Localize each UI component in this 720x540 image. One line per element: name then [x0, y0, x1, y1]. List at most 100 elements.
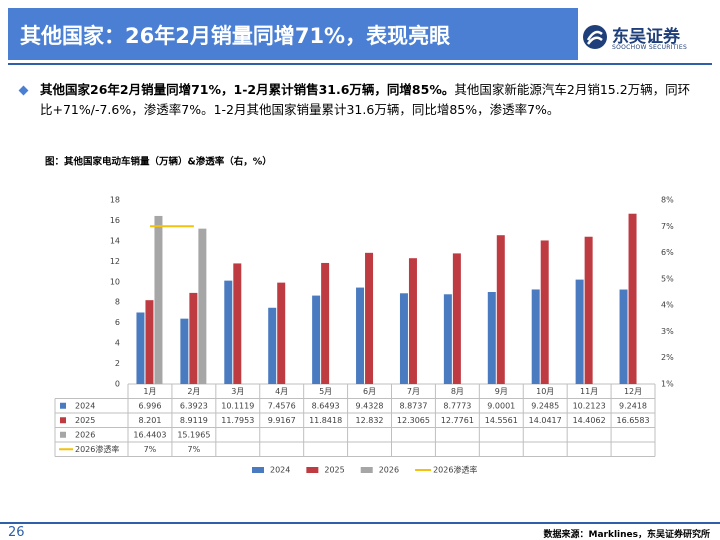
table-value: 15.1965	[177, 430, 210, 439]
logo-icon	[583, 25, 607, 49]
legend-swatch	[306, 467, 319, 473]
logo-subtext: SOOCHOW SECURITIES	[612, 44, 688, 51]
table-swatch	[60, 417, 66, 424]
table-value: 7%	[144, 445, 157, 454]
table-value: 14.4062	[573, 416, 606, 425]
table-value: 9.4328	[356, 401, 384, 410]
y2-tick-label: 7%	[661, 222, 674, 231]
x-tick-label: 11月	[580, 387, 598, 396]
table-value: 9.2485	[531, 401, 559, 410]
footer-rule	[0, 522, 720, 524]
header-bar: 其他国家：26年2月销量同增71%，表现亮眼	[8, 8, 578, 60]
y2-tick-label: 6%	[661, 248, 674, 257]
bar	[198, 228, 207, 384]
table-value: 11.8418	[309, 416, 342, 425]
y2-tick-label: 5%	[661, 274, 674, 283]
bar	[180, 318, 189, 384]
table-value: 9.0001	[487, 401, 515, 410]
bar	[356, 287, 365, 384]
logo-text: 东吴证券	[612, 27, 680, 47]
y-tick-label: 8	[115, 298, 120, 307]
x-tick-label: 12月	[624, 387, 642, 396]
bar	[531, 289, 540, 384]
y-tick-label: 16	[110, 216, 120, 225]
table-value: 8.8737	[399, 401, 427, 410]
bar	[365, 252, 374, 384]
bar	[487, 291, 496, 384]
table-value: 9.2418	[619, 401, 647, 410]
bar	[619, 289, 628, 384]
y-tick-label: 4	[115, 339, 120, 348]
legend-swatch	[252, 467, 264, 473]
table-series-name: 2024	[75, 401, 95, 410]
x-tick-label: 1月	[143, 387, 156, 396]
y-tick-label: 18	[110, 196, 120, 205]
table-value: 16.6583	[616, 416, 649, 425]
table-swatch	[59, 448, 73, 451]
legend-label: 2026渗透率	[433, 465, 477, 475]
bar	[496, 235, 505, 384]
table-value: 10.1119	[221, 401, 254, 410]
bar	[224, 280, 233, 384]
table-value: 14.0417	[529, 416, 562, 425]
bar	[452, 253, 461, 384]
x-tick-label: 8月	[451, 387, 464, 396]
bar	[189, 292, 198, 384]
bar	[321, 262, 330, 384]
x-tick-label: 4月	[275, 387, 288, 396]
bar	[136, 312, 145, 384]
bullet: 其他国家26年2月销量同增71%，1-2月累计销售31.6万辆，同增85%。其他…	[18, 80, 702, 120]
slide-title: 其他国家：26年2月销量同增71%，表现亮眼	[20, 24, 451, 48]
table-value: 8.6493	[312, 401, 340, 410]
page-number: 26	[8, 525, 25, 540]
bar	[540, 240, 549, 384]
bar	[312, 295, 321, 384]
y-tick-label: 2	[115, 359, 120, 368]
bar	[154, 215, 163, 384]
table-value: 6.3923	[180, 401, 208, 410]
table-value: 6.996	[139, 401, 162, 410]
y-tick-label: 10	[110, 277, 120, 286]
table-value: 7%	[188, 445, 201, 454]
logo: 东吴证券 SOOCHOW SECURITIES	[582, 20, 712, 60]
table-series-name: 2026	[75, 430, 95, 439]
y2-tick-label: 3%	[661, 327, 674, 336]
table-value: 8.7773	[443, 401, 471, 410]
table-value: 12.832	[356, 416, 384, 425]
chart-title: 图：其他国家电动车销量（万辆）&渗透率（右，%）	[45, 156, 272, 168]
x-tick-label: 9月	[495, 387, 508, 396]
bar	[584, 236, 593, 384]
table-series-name: 2026渗透率	[75, 444, 119, 454]
x-tick-label: 5月	[319, 387, 332, 396]
legend-label: 2024	[270, 466, 290, 475]
x-tick-label: 10月	[536, 387, 554, 396]
table-value: 9.9167	[268, 416, 296, 425]
y2-tick-label: 1%	[661, 380, 674, 389]
x-tick-label: 7月	[407, 387, 420, 396]
table-value: 8.201	[139, 416, 162, 425]
x-tick-label: 3月	[231, 387, 244, 396]
header-rule	[8, 63, 712, 65]
bullet-normal: 其他国家新能源汽车2月销15.2万辆，同环比+71%/-7.6%，渗透率7%。1…	[40, 82, 691, 117]
source: 数据来源：Marklines，东吴证券研究所	[543, 530, 711, 540]
x-tick-label: 2月	[187, 387, 200, 396]
table-swatch	[60, 431, 66, 438]
table-value: 14.5561	[485, 416, 518, 425]
bar	[233, 263, 242, 384]
y-tick-label: 6	[115, 318, 120, 327]
y-tick-label: 14	[110, 236, 120, 245]
table-swatch	[60, 402, 66, 409]
bullet-bold: 其他国家26年2月销量同增71%，1-2月累计销售31.6万辆，同增85%。	[40, 82, 455, 97]
bar	[399, 293, 408, 384]
bar	[268, 307, 277, 384]
table-value: 12.3065	[397, 416, 430, 425]
table-value: 8.9119	[180, 416, 208, 425]
bar	[575, 279, 584, 384]
x-tick-label: 6月	[363, 387, 376, 396]
legend-swatch	[415, 469, 432, 471]
y2-tick-label: 4%	[661, 301, 674, 310]
table-value: 11.7953	[221, 416, 254, 425]
table-value: 7.4576	[268, 401, 296, 410]
